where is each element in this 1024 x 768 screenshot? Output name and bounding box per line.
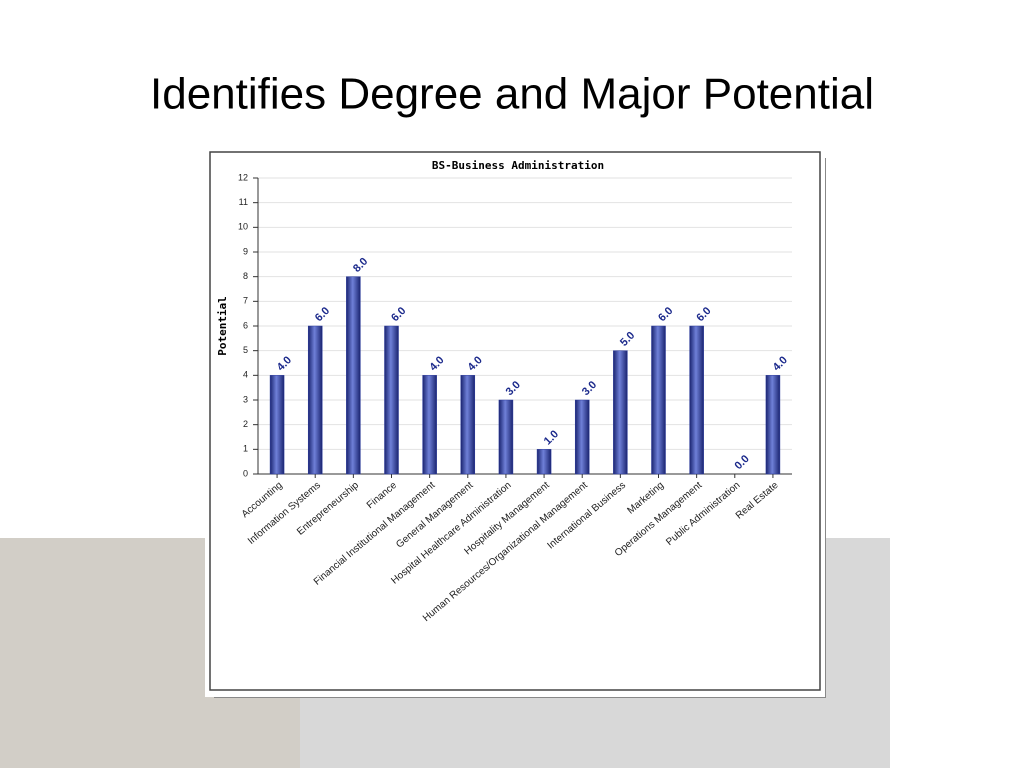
bar [422,375,437,475]
y-tick-label: 4 [243,370,248,380]
y-tick-label: 9 [243,246,248,256]
y-tick-label: 7 [243,296,248,306]
bar [498,399,514,475]
bar [460,375,476,475]
y-axis-label: Potential [216,296,229,356]
bar [574,399,590,475]
bar [689,325,704,475]
y-tick-label: 3 [243,394,248,404]
y-tick-label: 0 [243,468,248,478]
y-tick-label: 8 [243,271,248,281]
chart-title: BS-Business Administration [432,159,604,172]
bar [536,449,552,475]
y-tick-label: 5 [243,345,248,355]
bar [765,375,781,475]
bar [269,375,285,475]
slide-title: Identifies Degree and Major Potential [150,70,874,119]
y-tick-label: 1 [243,444,248,454]
y-tick-label: 6 [243,320,248,330]
y-tick-label: 2 [243,419,248,429]
bar [346,276,361,475]
y-tick-label: 10 [238,222,248,232]
bar [651,325,666,475]
y-tick-label: 11 [239,197,248,207]
bar [613,350,628,475]
bar [384,325,399,475]
y-tick-label: 12 [238,172,248,182]
bar [307,325,323,475]
